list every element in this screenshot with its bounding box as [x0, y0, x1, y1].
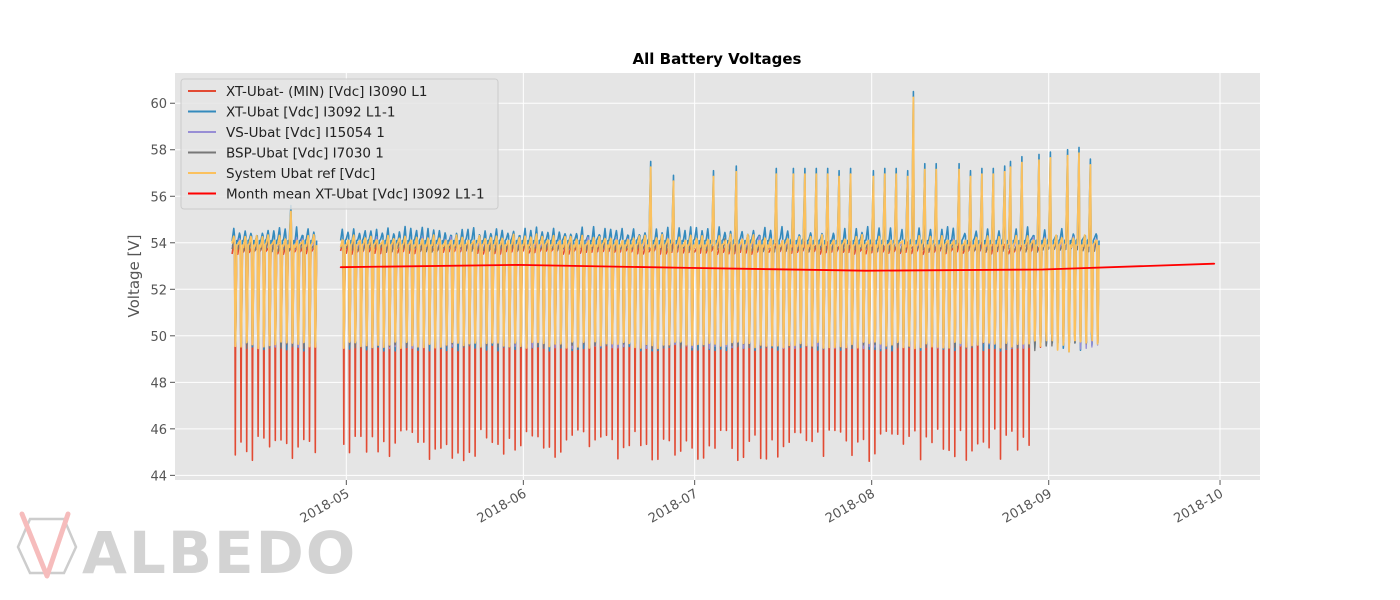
y-tick-label: 54: [150, 237, 167, 252]
chart-title: All Battery Voltages: [633, 50, 802, 68]
y-axis: 44 46 48 50 52 54 56 58 60: [150, 97, 175, 484]
y-tick-label: 50: [150, 330, 167, 345]
legend: XT-Ubat- (MIN) [Vdc] I3090 L1 XT-Ubat [Vd…: [180, 78, 499, 210]
mean-point: [1213, 262, 1216, 265]
mean-point: [1042, 268, 1044, 271]
y-tick-label: 52: [150, 283, 167, 298]
y-tick-label: 48: [150, 376, 167, 391]
mean-point: [516, 264, 519, 266]
mean-point: [865, 269, 867, 272]
series-line-4: [231, 96, 1100, 353]
y-tick-label: 56: [150, 190, 167, 205]
legend-label: System Ubat ref [Vdc]: [226, 166, 375, 182]
y-tick-label: 44: [150, 469, 167, 484]
legend-label: XT-Ubat- (MIN) [Vdc] I3090 L1: [226, 84, 427, 100]
legend-label: BSP-Ubat [Vdc] I7030 1: [226, 146, 384, 162]
legend-box: [180, 78, 499, 210]
y-tick-label: 46: [150, 423, 167, 438]
logo-wordmark: ALBEDO: [82, 519, 357, 587]
y-tick-label: 58: [150, 144, 167, 159]
y-tick-label: 60: [150, 97, 167, 112]
mean-point: [339, 266, 342, 269]
mean-point: [688, 267, 690, 269]
albedo-logo: ALBEDO: [16, 511, 357, 587]
y-axis-label: Voltage [V]: [125, 235, 143, 318]
legend-label: VS-Ubat [Vdc] I15054 1: [226, 125, 385, 141]
legend-label: Month mean XT-Ubat [Vdc] I3092 L1-1: [226, 187, 485, 203]
legend-label: XT-Ubat [Vdc] I3092 L1-1: [226, 105, 395, 121]
series-group: [231, 90, 1216, 462]
series-line-5: [340, 262, 1215, 272]
logo-check-mark: [19, 511, 71, 579]
